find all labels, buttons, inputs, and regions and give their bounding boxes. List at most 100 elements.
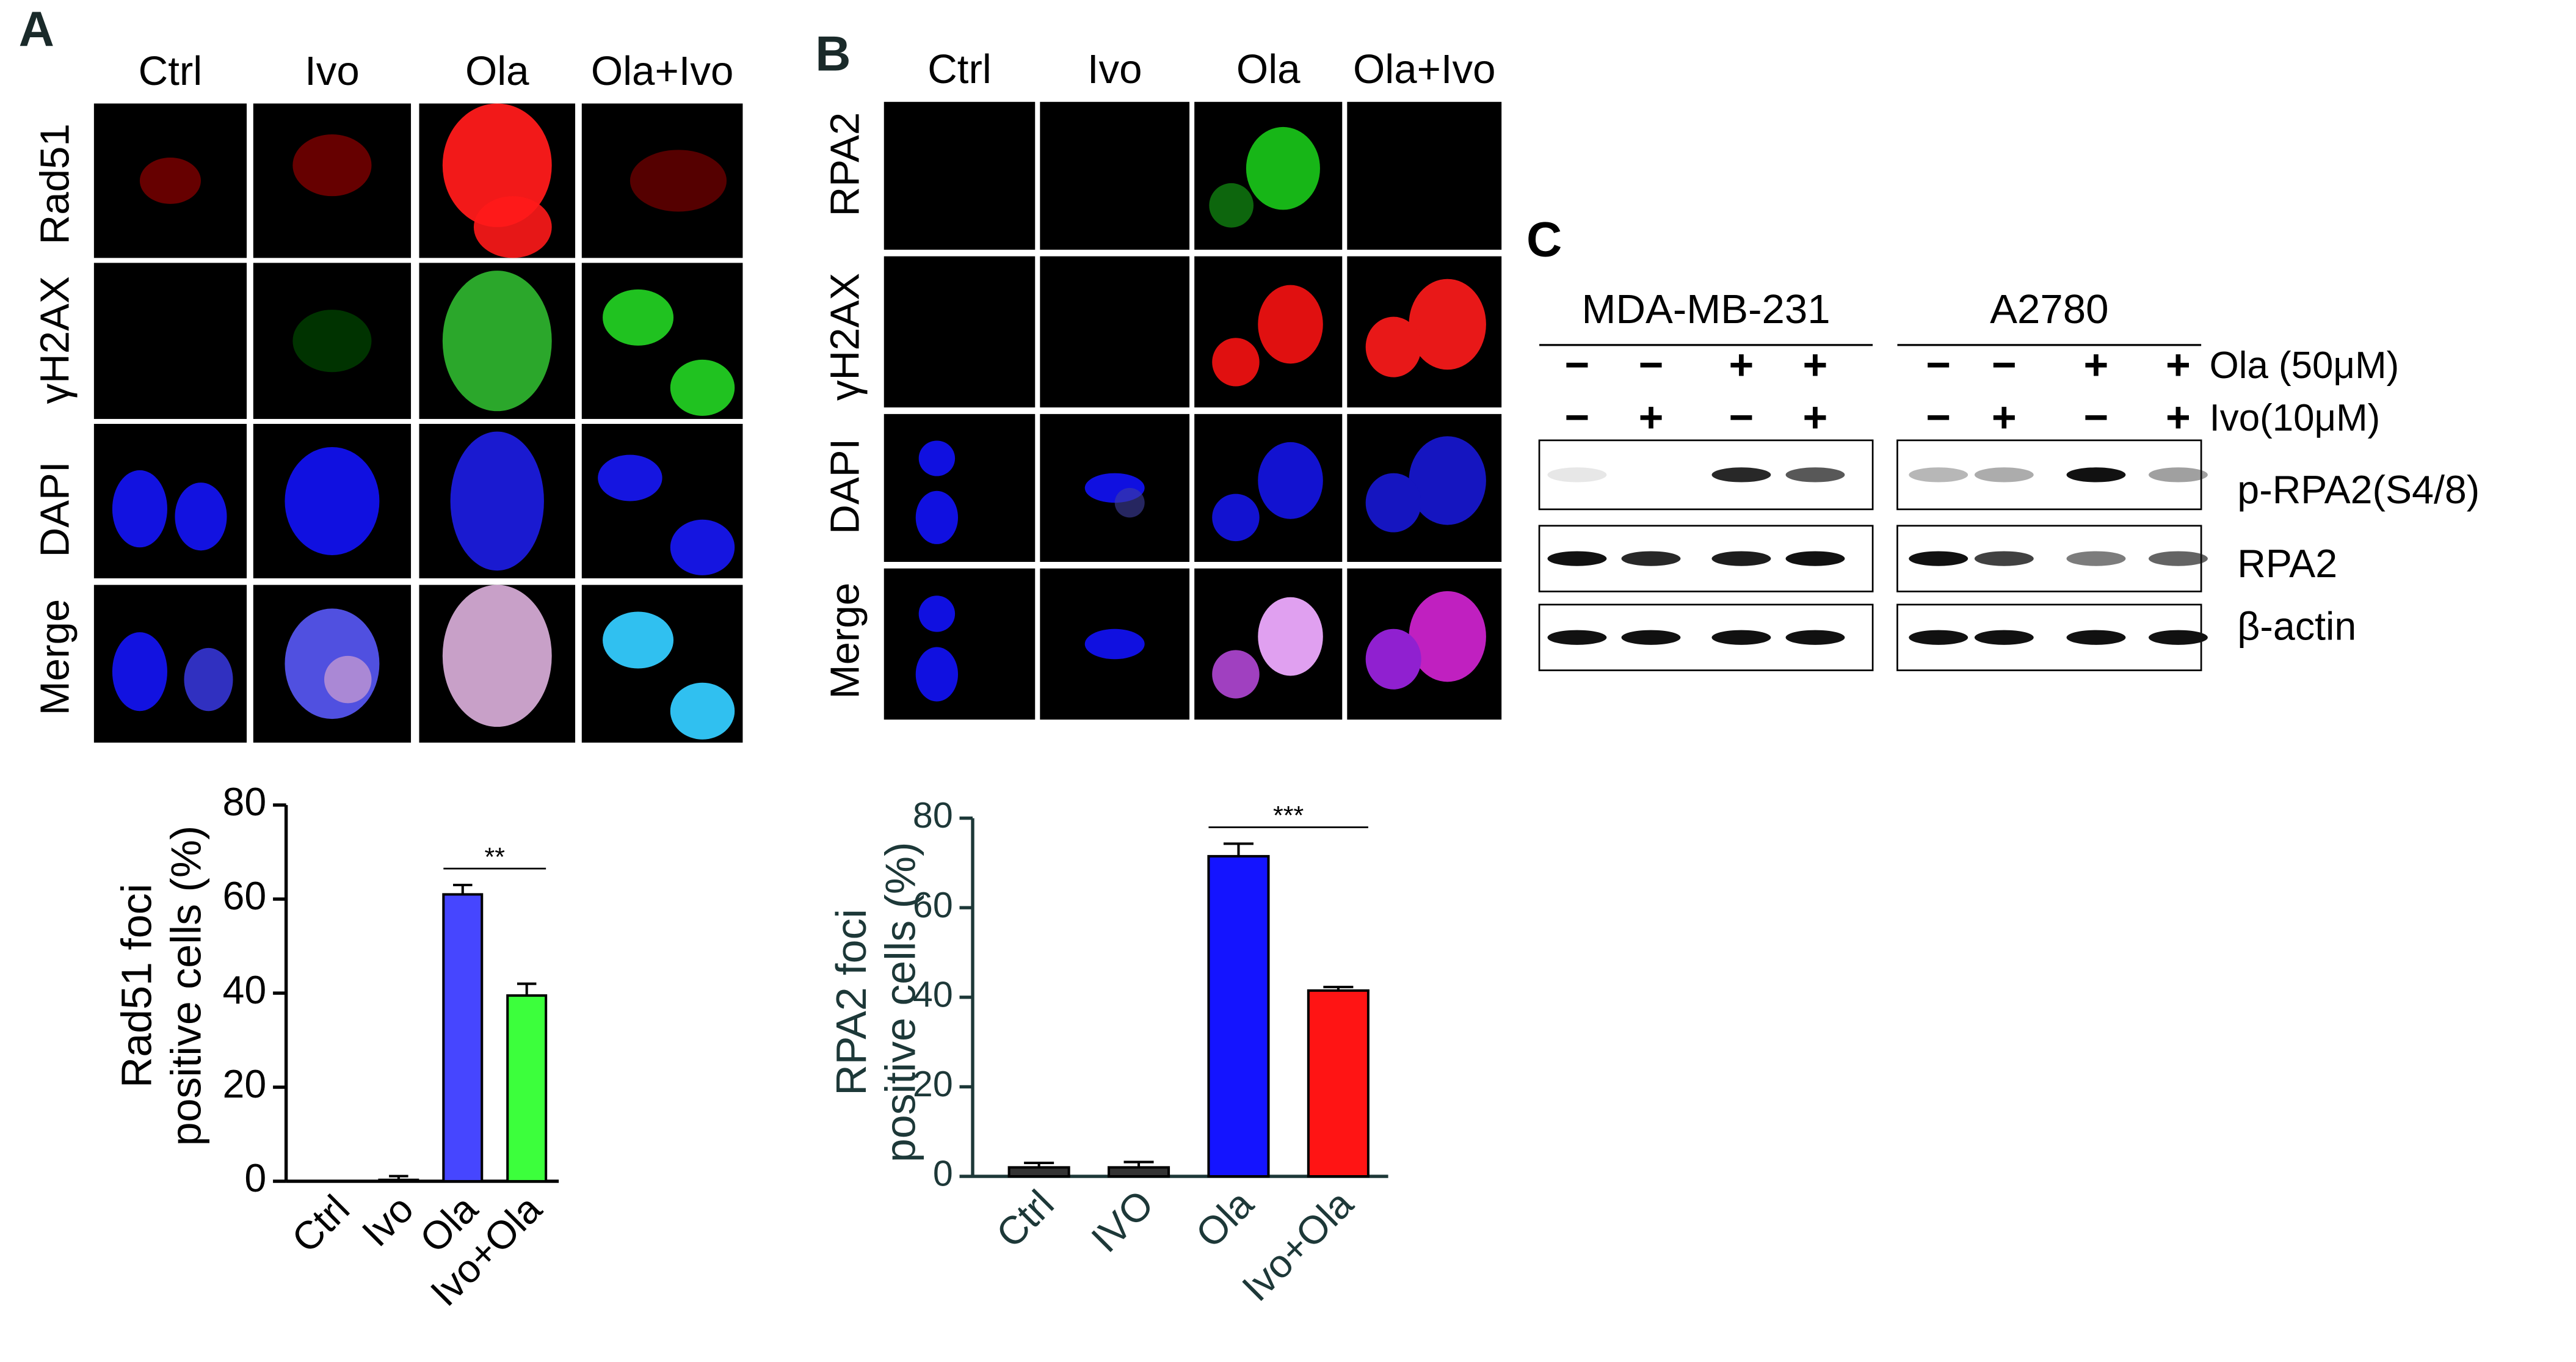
nucleus xyxy=(915,490,959,544)
band xyxy=(1909,630,1968,645)
treatment-sign: − xyxy=(1639,341,1664,388)
micrograph xyxy=(1040,256,1190,408)
band xyxy=(2066,630,2126,645)
error-bar xyxy=(453,883,473,895)
nucleus xyxy=(442,271,552,412)
treatment-sign: − xyxy=(1992,341,2017,388)
bar xyxy=(1307,989,1370,1178)
y-tick-label: 60 xyxy=(913,884,953,925)
band xyxy=(1785,551,1845,566)
treatment-label: Ola (50μM) xyxy=(2210,344,2400,387)
band xyxy=(1547,467,1607,483)
treatment-sign: + xyxy=(2084,341,2109,388)
treatment-sign: + xyxy=(2166,341,2191,388)
nucleus xyxy=(1258,442,1323,519)
y-tick-label: 60 xyxy=(223,874,267,918)
bar xyxy=(378,1178,419,1183)
row-label: Merge xyxy=(32,599,78,716)
blot-label: p-RPA2(S4/8) xyxy=(2237,468,2480,512)
treatment-sign: + xyxy=(1639,393,1664,441)
micrograph xyxy=(883,101,1036,250)
nucleus xyxy=(324,655,372,704)
column-label: Ola+Ivo xyxy=(1353,46,1496,92)
band xyxy=(2066,467,2126,483)
row-label: γH2AX xyxy=(32,276,78,404)
blot xyxy=(1896,439,2202,511)
treatment-sign: + xyxy=(1729,341,1754,388)
y-axis-label: Rad51 foci xyxy=(113,884,161,1088)
x-tick-label: Ivo xyxy=(354,1187,422,1255)
row-label: DAPI xyxy=(822,439,868,534)
treatment-sign: + xyxy=(1992,393,2017,441)
band xyxy=(2149,630,2208,645)
bar xyxy=(1108,1166,1170,1178)
band xyxy=(2149,467,2208,483)
micrograph xyxy=(883,568,1036,720)
nucleus xyxy=(1365,316,1421,377)
band xyxy=(1909,551,1968,566)
micrograph xyxy=(883,256,1036,408)
nucleus xyxy=(1409,279,1486,370)
y-tick-label: 40 xyxy=(913,974,953,1014)
nucleus xyxy=(1212,493,1260,542)
nucleus xyxy=(1258,285,1323,364)
y-axis-label: RPA2 foci xyxy=(827,909,875,1096)
column-label: Ctrl xyxy=(139,48,203,94)
nucleus xyxy=(603,611,674,669)
nucleus xyxy=(1409,591,1486,682)
nucleus xyxy=(670,359,735,416)
column-label: Ivo xyxy=(1087,46,1142,92)
row-label: DAPI xyxy=(32,461,78,557)
y-tick-label: 0 xyxy=(933,1153,953,1194)
nucleus xyxy=(918,440,956,476)
band xyxy=(1621,551,1681,566)
treatment-sign: − xyxy=(1729,393,1754,441)
band xyxy=(2066,551,2126,566)
column-label: Ola+Ivo xyxy=(591,48,734,94)
x-tick-label: Ola xyxy=(1188,1182,1262,1256)
bar xyxy=(442,893,484,1183)
error-bar xyxy=(389,1174,408,1180)
nucleus xyxy=(175,483,227,551)
blot-label: β-actin xyxy=(2237,604,2356,648)
band xyxy=(1711,551,1771,566)
nucleus xyxy=(285,446,380,555)
significance-label: ** xyxy=(484,842,505,872)
nucleus xyxy=(450,431,544,571)
cell-line: MDA-MB-231 xyxy=(1581,286,1830,332)
treatment-sign: − xyxy=(1565,393,1590,441)
row-label: RPA2 xyxy=(822,112,868,217)
y-tick-label: 20 xyxy=(223,1062,267,1106)
nucleus xyxy=(1258,597,1323,676)
nucleus xyxy=(1114,487,1145,518)
nucleus xyxy=(1209,183,1254,228)
y-tick-label: 40 xyxy=(223,968,267,1012)
row-label: γH2AX xyxy=(822,273,868,401)
blot-label: RPA2 xyxy=(2237,542,2337,586)
band xyxy=(1547,630,1607,645)
bar xyxy=(506,994,548,1183)
treatment-sign: + xyxy=(1803,341,1828,388)
band xyxy=(1785,630,1845,645)
nucleus xyxy=(918,595,956,632)
nucleus xyxy=(442,103,552,227)
band xyxy=(1621,630,1681,645)
nucleus xyxy=(598,454,662,501)
nucleus xyxy=(292,134,372,197)
treatment-sign: − xyxy=(1926,393,1951,441)
nucleus xyxy=(184,647,233,712)
y-axis-label: positive cells (%) xyxy=(877,842,924,1163)
error-bar xyxy=(1024,1162,1054,1168)
nucleus xyxy=(473,196,552,258)
error-bar xyxy=(517,982,537,996)
nucleus xyxy=(629,150,727,212)
micrograph xyxy=(1347,101,1502,250)
treatment-sign: − xyxy=(2084,393,2109,441)
y-axis-label: positive cells (%) xyxy=(162,826,209,1146)
column-label: Ivo xyxy=(305,48,360,94)
band xyxy=(1974,551,2034,566)
y-tick-label: 20 xyxy=(913,1063,953,1104)
y-tick-label: 0 xyxy=(244,1156,266,1200)
band xyxy=(2149,551,2208,566)
y-tick-label: 80 xyxy=(223,780,267,824)
